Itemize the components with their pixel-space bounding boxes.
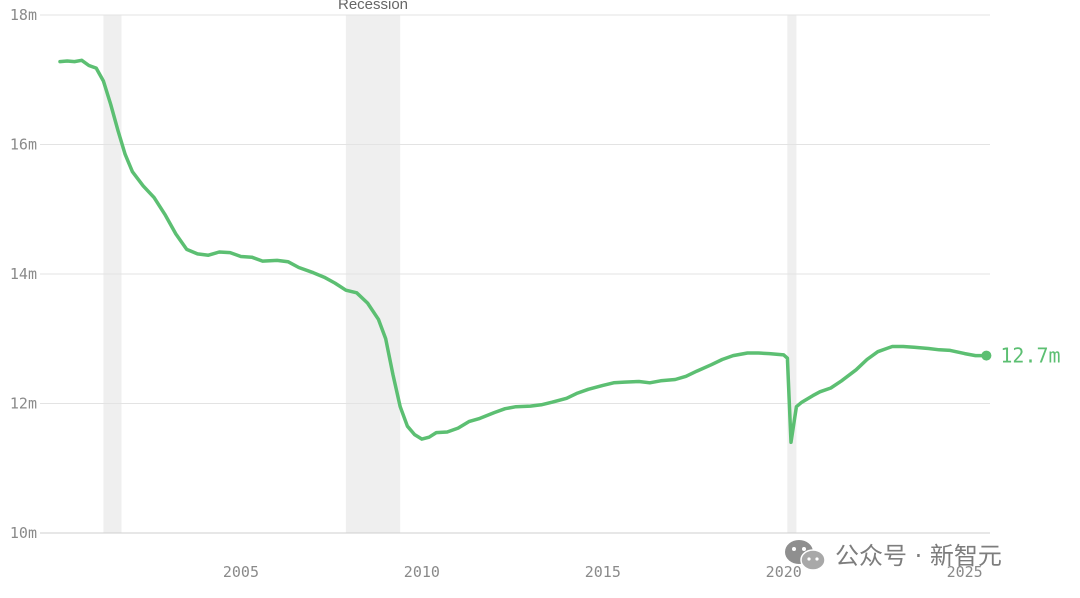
watermark: 公众号 · 新智元 <box>785 540 1002 571</box>
x-axis-ticks: 2005 2010 2015 2020 2025 <box>223 563 983 581</box>
x-tick-label: 2015 <box>585 563 621 581</box>
y-tick-label: 12m <box>10 395 37 413</box>
x-tick-label: 2010 <box>404 563 440 581</box>
y-tick-label: 10m <box>10 524 37 542</box>
gridlines <box>40 14 990 534</box>
series-line <box>58 58 989 445</box>
wechat-icon <box>785 540 826 571</box>
x-tick-label: 2020 <box>766 563 802 581</box>
end-value-label: 12.7m <box>1000 344 1060 368</box>
y-axis-ticks: 10m 12m 14m 16m 18m <box>10 6 37 542</box>
y-tick-label: 16m <box>10 136 37 154</box>
y-tick-label: 18m <box>10 6 37 24</box>
y-tick-label: 14m <box>10 265 37 283</box>
recession-label: Recession <box>338 0 408 13</box>
watermark-text: 公众号 · 新智元 <box>835 542 1002 570</box>
x-tick-label: 2005 <box>223 563 259 581</box>
x-tick-label: 2025 <box>947 563 983 581</box>
end-point-marker <box>981 350 992 361</box>
